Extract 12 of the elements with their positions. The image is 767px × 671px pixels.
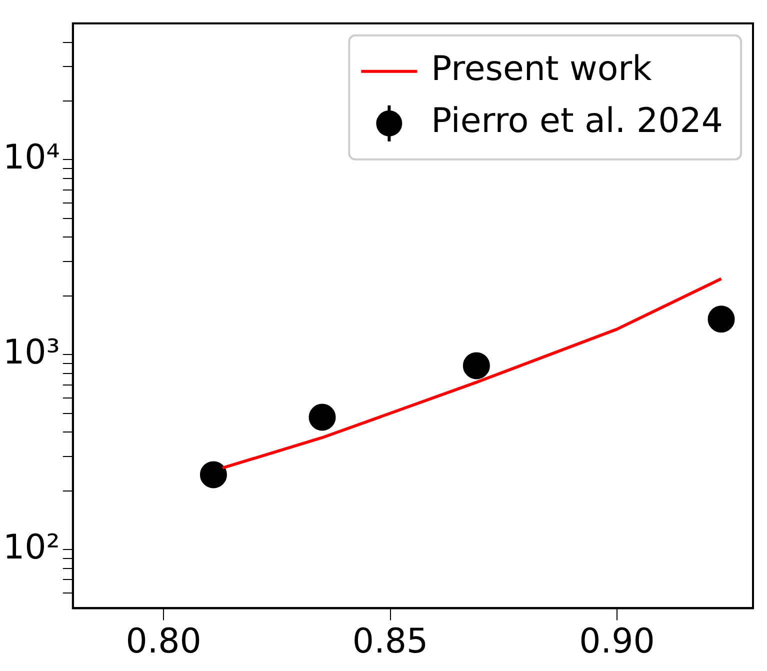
x-tick-label: 0.80 (126, 621, 202, 662)
legend-label: Pierro et al. 2024 (431, 101, 724, 142)
point (708, 306, 735, 333)
y-tick-label: 10⁴ (2, 137, 60, 178)
legend-label: Present work (431, 49, 652, 90)
point (200, 461, 227, 488)
point (462, 352, 490, 380)
point (308, 404, 336, 431)
x-tick-label: 0.90 (579, 621, 655, 662)
x-tick-label: 0.85 (352, 621, 428, 662)
y-tick-label: 10³ (2, 332, 60, 372)
y-tick-label: 10² (2, 527, 60, 568)
